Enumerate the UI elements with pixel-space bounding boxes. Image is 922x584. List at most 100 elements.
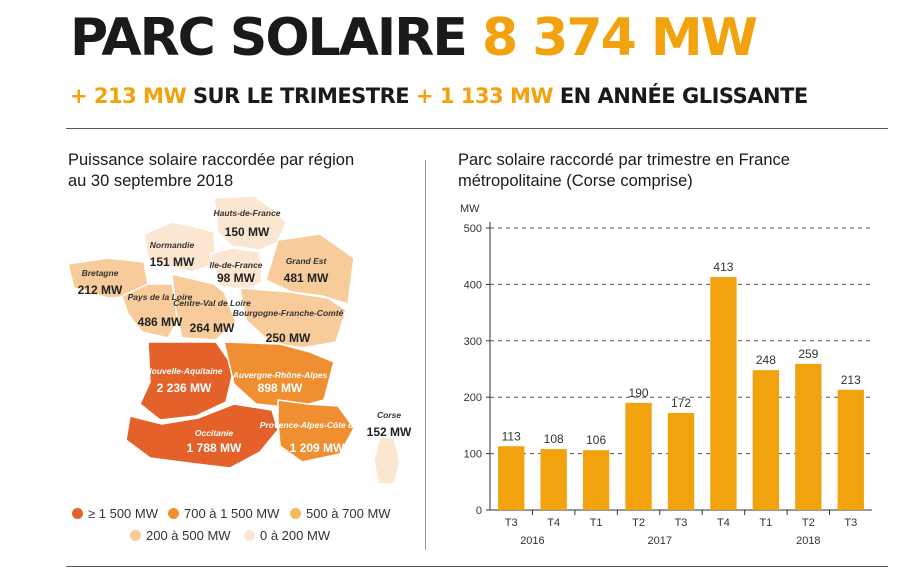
region-value-grand-est: 481 MW	[284, 271, 329, 285]
x-tick-label: T2	[802, 517, 815, 529]
x-tick-label: T1	[590, 517, 603, 529]
x-tick-label: T2	[632, 517, 645, 529]
bar-5	[710, 277, 737, 510]
region-name-hauts-de-france: Hauts-de-France	[213, 208, 280, 218]
region-name-pays-de-la-loire: Pays de la Loire	[128, 292, 193, 302]
legend-item-tier3: 500 à 700 MW	[290, 506, 391, 521]
bar-4	[667, 412, 695, 510]
region-value-nouvelle-aquitaine: 2 236 MW	[157, 381, 212, 395]
legend-label: 500 à 700 MW	[306, 506, 391, 521]
region-value-pays-de-la-loire: 486 MW	[138, 315, 183, 329]
chart-title-line1: Parc solaire raccordé par trimestre en F…	[458, 151, 790, 169]
x-tick-label: T1	[759, 517, 772, 529]
region-value-centre-val-de-loire: 264 MW	[190, 321, 235, 335]
page-title: PARC SOLAIRE 8 374 MW	[70, 6, 758, 70]
bar-value-label: 259	[798, 347, 818, 361]
bar-2	[582, 450, 610, 510]
y-axis-unit: MW	[460, 203, 480, 215]
region-name-occitanie: Occitanie	[195, 428, 234, 438]
bar-value-label: 172	[671, 396, 691, 410]
bar-value-label: 108	[544, 432, 564, 446]
map-title-line2: au 30 septembre 2018	[68, 172, 234, 190]
legend-item-tier4: 200 à 500 MW	[130, 528, 231, 543]
bar-value-label: 213	[841, 373, 861, 387]
region-auvergne-rhone-alpes	[223, 341, 335, 409]
quarter-increase: + 213 MW	[70, 84, 187, 108]
legend-swatch	[244, 530, 255, 541]
legend-swatch	[130, 530, 141, 541]
region-value-provence-alpes-cote-d-azur: 1 209 MW	[290, 441, 345, 455]
region-name-ile-de-france: Ile-de-France	[210, 260, 263, 270]
france-region-map: Hauts-de-France 150 MW Normandie 151 MW Ile-…	[67, 195, 412, 485]
region-grand-est	[265, 233, 355, 305]
bar-value-label: 190	[629, 386, 649, 400]
title-value: 8 374 MW	[481, 8, 758, 68]
legend-item-tier1: ≥ 1 500 MW	[72, 506, 158, 521]
legend-label: 200 à 500 MW	[146, 528, 231, 543]
y-tick-label: 100	[464, 449, 482, 461]
bar-0	[498, 446, 525, 510]
legend-item-tier5: 0 à 200 MW	[244, 528, 330, 543]
bar-3	[625, 402, 652, 510]
region-value-auvergne-rhone-alpes: 898 MW	[258, 381, 303, 395]
region-occitanie	[125, 403, 279, 469]
map-title: Puissance solaire raccordée par région a…	[68, 150, 354, 192]
year-increase: + 1 133 MW	[415, 84, 554, 108]
y-tick-label: 400	[464, 279, 482, 291]
legend-label: 0 à 200 MW	[260, 528, 331, 543]
region-centre-val-de-loire	[171, 273, 237, 341]
legend-swatch	[168, 508, 179, 519]
region-nouvelle-aquitaine	[139, 341, 235, 421]
quarter-label: SUR LE TRIMESTRE	[192, 84, 410, 108]
bar-value-label: 106	[586, 433, 606, 447]
map-title-line1: Puissance solaire raccordée par région	[68, 151, 355, 169]
year-label-2016: 2016	[520, 535, 544, 547]
legend-item-tier2: 700 à 1 500 MW	[168, 506, 279, 521]
region-name-corse: Corse	[377, 410, 401, 420]
chart-title-line2: métropolitaine (Corse comprise)	[458, 172, 693, 190]
x-tick-label: T3	[505, 517, 518, 529]
region-hauts-de-france	[213, 195, 287, 251]
legend-label: ≥ 1 500 MW	[88, 506, 158, 521]
region-pays-de-la-loire	[121, 283, 179, 339]
y-tick-label: 0	[476, 505, 482, 517]
region-value-normandie: 151 MW	[150, 255, 195, 269]
bar-1	[540, 449, 567, 510]
region-name-provence-alpes-cote-d-azur: Provence-Alpes-Côte d'Azur	[260, 420, 375, 430]
x-tick-label: T4	[547, 517, 560, 529]
legend-label: 700 à 1 500 MW	[184, 506, 280, 521]
region-value-bourgogne-franche-comte: 250 MW	[266, 331, 311, 345]
region-name-grand-est: Grand Est	[286, 256, 328, 266]
region-name-bretagne: Bretagne	[82, 268, 119, 278]
y-tick-label: 300	[464, 336, 482, 348]
region-name-bourgogne-franche-comte: Bourgogne-Franche-Comté	[233, 308, 344, 318]
region-value-hauts-de-france: 150 MW	[225, 225, 270, 239]
panel-divider	[425, 160, 426, 550]
top-divider	[66, 128, 888, 129]
region-value-ile-de-france: 98 MW	[217, 271, 256, 285]
quarterly-bar-chart: MW 0 100 200 300 400 500 113 T3 108 T4 106 T1 190 T2 17…	[460, 203, 872, 547]
x-tick-label: T3	[844, 517, 857, 529]
year-label-2018: 2018	[796, 535, 820, 547]
region-provence-alpes-cote-d-azur	[277, 399, 355, 463]
bar-6	[752, 370, 780, 510]
chart-title: Parc solaire raccordé par trimestre en F…	[458, 150, 790, 192]
x-tick-label: T3	[675, 517, 688, 529]
legend-swatch	[290, 508, 301, 519]
region-value-occitanie: 1 788 MW	[187, 441, 242, 455]
region-bourgogne-franche-comte	[239, 287, 347, 349]
region-corse	[373, 435, 401, 485]
region-name-normandie: Normandie	[150, 240, 195, 250]
page-subtitle: + 213 MW SUR LE TRIMESTRE + 1 133 MW EN …	[70, 84, 808, 108]
region-name-centre-val-de-loire: Centre-Val de Loire	[173, 298, 251, 308]
title-main: PARC SOLAIRE	[70, 8, 468, 68]
bottom-divider	[66, 566, 888, 567]
bar-value-label: 113	[502, 429, 521, 443]
region-value-corse: 152 MW	[367, 425, 412, 439]
y-tick-label: 200	[464, 392, 482, 404]
bar-value-label: 413	[713, 260, 733, 274]
bar-8	[837, 389, 864, 510]
region-ile-de-france	[209, 247, 263, 291]
region-value-bretagne: 212 MW	[78, 283, 123, 297]
year-label-2017: 2017	[648, 535, 672, 547]
